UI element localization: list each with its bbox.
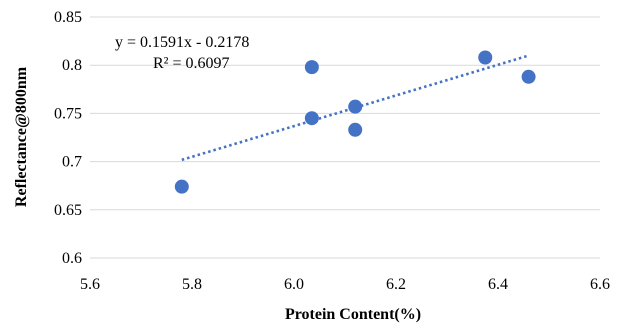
data-point [348, 99, 363, 114]
y-axis-title: Reflectance@800nm [13, 66, 30, 207]
x-tick-label: 5.6 [80, 276, 100, 293]
x-axis-title: Protein Content(%) [285, 306, 421, 323]
y-tick-label: 0.7 [62, 154, 82, 171]
y-tick-label: 0.8 [62, 57, 82, 74]
x-axis-ticks: 5.6 5.8 6.0 6.2 6.4 6.6 [80, 276, 610, 293]
data-point [478, 50, 493, 65]
data-point [304, 60, 319, 75]
y-tick-label: 0.85 [54, 9, 82, 26]
data-point [521, 69, 536, 84]
x-tick-label: 6.2 [386, 276, 406, 293]
data-point [348, 122, 363, 137]
y-tick-label: 0.6 [62, 250, 82, 267]
data-point [304, 111, 319, 126]
trendline-equation: y = 0.1591x - 0.2178 [115, 34, 249, 51]
x-tick-label: 6.6 [590, 276, 610, 293]
gridlines [90, 16, 600, 259]
y-axis-ticks: 0.6 0.65 0.7 0.75 0.8 0.85 [54, 9, 82, 267]
x-tick-label: 6.4 [488, 276, 508, 293]
r-squared-label: R² = 0.6097 [153, 55, 230, 72]
y-tick-label: 0.75 [54, 105, 82, 122]
data-points [174, 50, 536, 194]
x-tick-label: 6.0 [284, 276, 304, 293]
data-point [174, 179, 189, 194]
x-tick-label: 5.8 [182, 276, 202, 293]
y-tick-label: 0.65 [54, 202, 82, 219]
